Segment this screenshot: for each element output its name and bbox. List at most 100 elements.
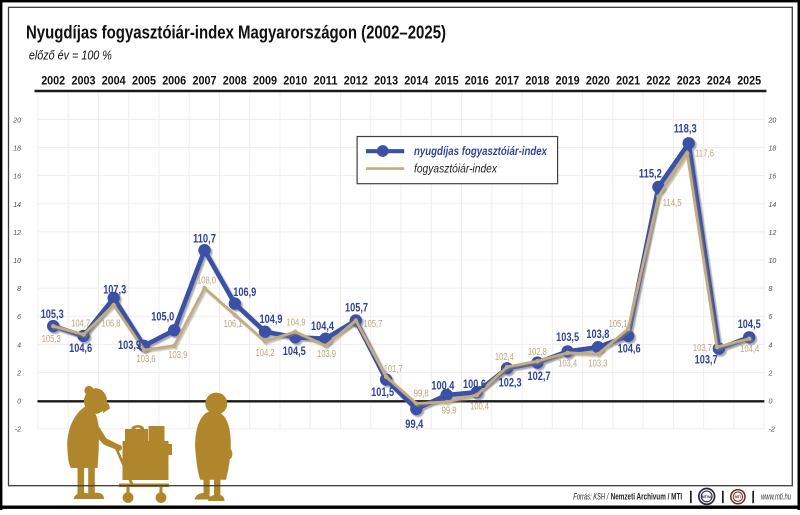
svg-text:110,7: 110,7 xyxy=(193,232,216,246)
svg-text:103,5: 103,5 xyxy=(556,330,579,344)
svg-text:18: 18 xyxy=(769,146,777,153)
svg-text:105,1: 105,1 xyxy=(609,319,628,330)
svg-text:103,3: 103,3 xyxy=(588,359,607,370)
svg-text:2013: 2013 xyxy=(374,74,398,88)
svg-text:2020: 2020 xyxy=(586,74,610,88)
svg-text:4: 4 xyxy=(769,342,773,349)
svg-text:2009: 2009 xyxy=(253,74,277,88)
svg-text:102,4: 102,4 xyxy=(495,352,514,363)
svg-text:115,2: 115,2 xyxy=(639,167,662,181)
svg-text:99,8: 99,8 xyxy=(414,389,429,400)
svg-text:10: 10 xyxy=(13,258,21,265)
svg-text:12: 12 xyxy=(769,230,777,237)
svg-text:2022: 2022 xyxy=(646,74,670,88)
svg-text:2010: 2010 xyxy=(283,74,307,88)
svg-text:-2: -2 xyxy=(769,427,775,434)
svg-text:103,4: 103,4 xyxy=(558,359,577,370)
svg-text:106,1: 106,1 xyxy=(224,319,243,330)
svg-text:106,9: 106,9 xyxy=(233,285,256,299)
svg-text:105,3: 105,3 xyxy=(42,334,61,345)
svg-text:6: 6 xyxy=(17,314,21,321)
svg-text:2014: 2014 xyxy=(404,74,428,88)
svg-text:104,5: 104,5 xyxy=(283,344,306,358)
svg-text:105,7: 105,7 xyxy=(345,301,368,315)
svg-text:104,2: 104,2 xyxy=(256,348,275,359)
svg-text:108,0: 108,0 xyxy=(197,276,216,287)
svg-text:20: 20 xyxy=(768,117,777,124)
svg-text:2002: 2002 xyxy=(41,74,65,88)
svg-text:2023: 2023 xyxy=(677,74,701,88)
svg-text:16: 16 xyxy=(13,174,21,181)
svg-text:20: 20 xyxy=(12,117,21,124)
svg-text:2024: 2024 xyxy=(707,74,731,88)
svg-text:106,8: 106,8 xyxy=(102,318,121,329)
svg-text:2011: 2011 xyxy=(314,74,338,88)
svg-text:2017: 2017 xyxy=(495,74,519,88)
svg-text:101,7: 101,7 xyxy=(384,364,403,375)
svg-text:103,7: 103,7 xyxy=(695,353,718,367)
svg-text:103,8: 103,8 xyxy=(586,327,609,341)
svg-text:103,9: 103,9 xyxy=(168,350,187,361)
svg-text:104,5: 104,5 xyxy=(738,317,761,331)
svg-text:6: 6 xyxy=(769,314,773,321)
svg-text:104,9: 104,9 xyxy=(287,318,306,329)
svg-text:Nyugdíjas fogyasztóiár-index M: Nyugdíjas fogyasztóiár-index Magyarorszá… xyxy=(26,23,446,43)
svg-text:előző év = 100 %: előző év = 100 % xyxy=(29,48,112,63)
svg-text:114,5: 114,5 xyxy=(663,198,682,209)
svg-text:0: 0 xyxy=(17,399,21,406)
svg-text:Nemzeti Archivum / MTI: Nemzeti Archivum / MTI xyxy=(611,492,683,502)
svg-text:10: 10 xyxy=(769,258,777,265)
svg-text:105,0: 105,0 xyxy=(151,310,174,324)
svg-text:2019: 2019 xyxy=(556,74,580,88)
svg-text:99,9: 99,9 xyxy=(442,406,457,417)
svg-text:2012: 2012 xyxy=(344,74,368,88)
svg-text:8: 8 xyxy=(769,286,773,293)
svg-text:104,6: 104,6 xyxy=(69,341,92,355)
svg-text:102,3: 102,3 xyxy=(499,376,522,390)
svg-text:104,4: 104,4 xyxy=(740,344,759,355)
svg-text:117,6: 117,6 xyxy=(695,148,714,159)
svg-text:104,9: 104,9 xyxy=(260,312,283,326)
svg-text:99,4: 99,4 xyxy=(405,417,423,431)
svg-text:104,7: 104,7 xyxy=(71,318,90,329)
svg-text:14: 14 xyxy=(769,202,777,209)
svg-text:105,3: 105,3 xyxy=(41,307,64,321)
svg-text:0: 0 xyxy=(769,399,773,406)
svg-text:www.mti.hu: www.mti.hu xyxy=(761,492,791,502)
svg-text:2007: 2007 xyxy=(193,74,217,88)
svg-text:2025: 2025 xyxy=(737,74,761,88)
svg-text:102,7: 102,7 xyxy=(528,369,551,383)
svg-text:101,5: 101,5 xyxy=(371,385,394,399)
svg-text:104,6: 104,6 xyxy=(618,342,641,356)
svg-text:14: 14 xyxy=(13,202,21,209)
svg-text:2004: 2004 xyxy=(102,74,126,88)
svg-text:16: 16 xyxy=(769,174,777,181)
svg-text:100,4: 100,4 xyxy=(431,379,454,393)
svg-text:2018: 2018 xyxy=(525,74,549,88)
svg-text:nyugdíjas fogyasztóiár-index: nyugdíjas fogyasztóiár-index xyxy=(414,146,547,158)
svg-text:118,3: 118,3 xyxy=(674,122,697,136)
svg-text:MTI: MTI xyxy=(735,495,741,499)
svg-text:18: 18 xyxy=(13,146,21,153)
svg-text:105,7: 105,7 xyxy=(363,319,382,330)
svg-text:102,8: 102,8 xyxy=(528,347,547,358)
svg-text:2016: 2016 xyxy=(465,74,489,88)
svg-text:2003: 2003 xyxy=(72,74,96,88)
svg-text:2: 2 xyxy=(16,371,21,378)
svg-text:2021: 2021 xyxy=(616,74,640,88)
svg-text:Forrás: KSH /: Forrás: KSH / xyxy=(573,492,609,502)
svg-text:2015: 2015 xyxy=(435,74,459,88)
svg-text:2008: 2008 xyxy=(223,74,247,88)
svg-text:4: 4 xyxy=(17,342,21,349)
svg-text:2005: 2005 xyxy=(132,74,156,88)
svg-text:12: 12 xyxy=(13,230,21,237)
svg-text:fogyasztóiár-index: fogyasztóiár-index xyxy=(414,163,498,175)
svg-text:-2: -2 xyxy=(15,427,21,434)
svg-text:103,9: 103,9 xyxy=(317,349,336,360)
svg-text:103,9: 103,9 xyxy=(118,338,141,352)
svg-text:2006: 2006 xyxy=(162,74,186,88)
svg-text:103,7: 103,7 xyxy=(693,343,712,354)
svg-text:MTVA: MTVA xyxy=(702,495,712,499)
svg-text:2: 2 xyxy=(768,371,773,378)
svg-text:8: 8 xyxy=(17,286,21,293)
